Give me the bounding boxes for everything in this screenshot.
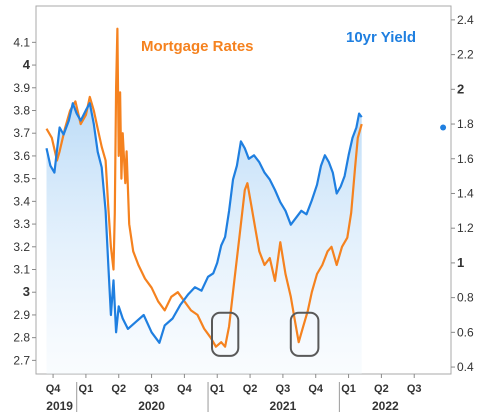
axes-layer: 2.7 2.8 2.9 3 3.1 3.2 3.3 3.4 3.5 3.6 3.7 3.8 3.9 4 4.… xyxy=(13,13,474,413)
left-axis-tick-label: 3.1 xyxy=(13,263,30,277)
x-axis-year-label: 2019 xyxy=(46,399,73,413)
series-line-10yr-yield xyxy=(45,102,363,344)
left-axis-tick-label: 3.3 xyxy=(13,217,30,231)
left-axis-tick-label: 2.8 xyxy=(13,331,30,345)
left-axis-tick-label: 3.9 xyxy=(13,81,30,95)
x-axis-quarter-label: Q3 xyxy=(407,383,422,395)
legend-mortgage-rates: Mortgage Rates xyxy=(141,38,254,55)
right-axis-tick-label: 1.2 xyxy=(457,221,474,235)
series-lines-layer xyxy=(45,27,363,348)
left-axis-tick-label: 3.8 xyxy=(13,103,30,117)
x-axis-quarter-label: Q2 xyxy=(374,383,389,395)
x-axis-year-label: 2022 xyxy=(372,399,399,413)
left-axis-tick-label: 3.5 xyxy=(13,172,30,186)
x-axis-year-label: 2020 xyxy=(138,399,165,413)
x-axis-quarter-label: Q1 xyxy=(341,383,356,395)
current-yield-marker xyxy=(440,124,447,131)
x-axis-quarter-label: Q3 xyxy=(276,383,291,395)
x-axis-quarter-label: Q3 xyxy=(144,383,159,395)
right-axis-tick-label: 0.4 xyxy=(457,360,474,374)
right-axis-tick-label: 2.2 xyxy=(457,48,474,62)
right-axis-tick-label: 1.8 xyxy=(457,117,474,131)
highlight-box-1 xyxy=(211,311,240,357)
right-axis-tick-label: 2 xyxy=(457,81,464,96)
area-fill-10yr-yield xyxy=(46,103,362,374)
right-axis-tick-label: 1.4 xyxy=(457,186,474,200)
x-axis-quarter-label: Q4 xyxy=(308,383,324,395)
annotations-layer xyxy=(211,124,447,357)
right-axis-tick-label: 1 xyxy=(457,255,464,270)
left-axis-tick-label: 2.9 xyxy=(13,308,30,322)
left-axis-tick-label: 2.7 xyxy=(13,353,30,367)
legend-10yr-yield: 10yr Yield xyxy=(346,29,416,46)
left-axis-tick-label: 3 xyxy=(23,284,30,299)
left-axis-tick-label: 3.6 xyxy=(13,149,30,163)
right-axis-tick-label: 1.6 xyxy=(457,152,474,166)
x-axis-quarter-label: Q4 xyxy=(177,383,193,395)
x-axis-quarter-label: Q2 xyxy=(111,383,126,395)
left-axis-tick-label: 4 xyxy=(23,57,31,72)
x-axis-quarter-label: Q1 xyxy=(79,383,94,395)
left-axis-tick-label: 3.2 xyxy=(13,240,30,254)
right-axis-tick-label: 0.8 xyxy=(457,291,474,305)
x-axis-quarter-label: Q4 xyxy=(46,383,62,395)
x-axis-quarter-label: Q1 xyxy=(210,383,225,395)
right-axis-tick-label: 0.6 xyxy=(457,325,474,339)
x-axis-year-label: 2021 xyxy=(270,399,297,413)
series-line-mortgage-rates xyxy=(45,27,363,348)
highlight-box-2 xyxy=(289,311,320,357)
right-axis-tick-label: 2.4 xyxy=(457,13,474,27)
x-axis-quarter-label: Q2 xyxy=(243,383,258,395)
left-axis-tick-label: 3.4 xyxy=(13,194,30,208)
left-axis-tick-label: 3.7 xyxy=(13,126,30,140)
left-axis-tick-label: 4.1 xyxy=(13,35,30,49)
yield-area-layer xyxy=(46,103,362,374)
